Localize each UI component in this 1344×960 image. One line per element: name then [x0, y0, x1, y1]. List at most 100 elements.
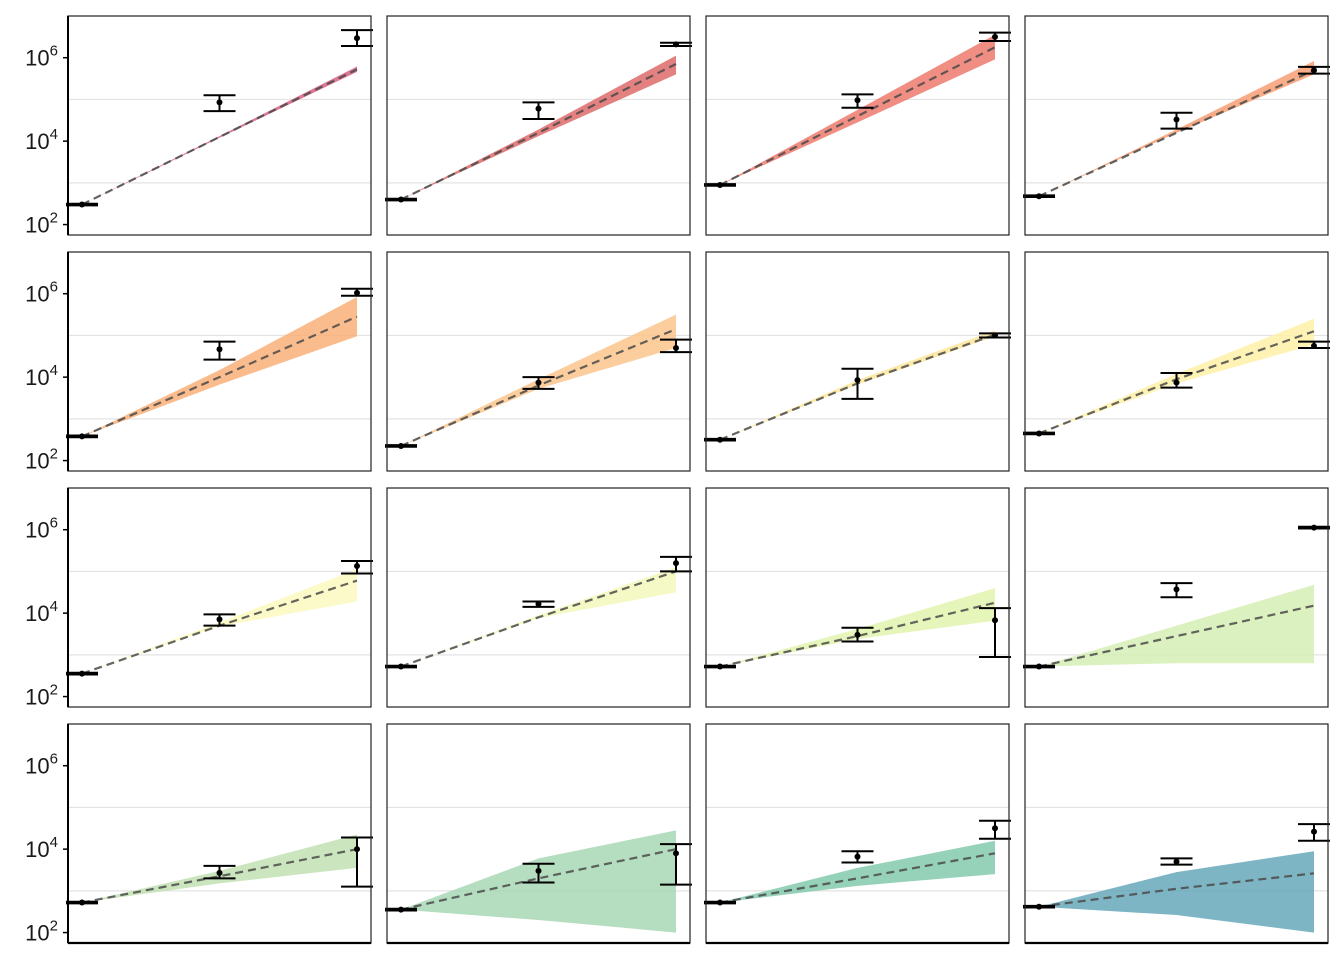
- error-bar: [841, 93, 874, 109]
- confidence-band: [720, 34, 995, 185]
- error-bar: [1023, 903, 1055, 910]
- panel-border: [1024, 487, 1329, 708]
- panel-9: 102 104 106: [25, 487, 373, 710]
- data-point: [1036, 193, 1042, 200]
- error-bar: [660, 555, 692, 573]
- data-point: [535, 105, 542, 112]
- data-point: [673, 850, 679, 857]
- data-point: [354, 289, 360, 296]
- panel-border: [705, 251, 1010, 472]
- error-bar: [522, 376, 555, 390]
- data-point: [717, 181, 723, 188]
- y-tick-label: 104: [25, 126, 58, 154]
- error-bar: [1160, 111, 1193, 130]
- y-tick-label: 102: [25, 682, 58, 710]
- y-tick-label: 102: [25, 918, 58, 946]
- data-point: [717, 663, 723, 670]
- error-bar: [704, 436, 736, 443]
- panel-14: [385, 723, 692, 945]
- panel-background: [387, 16, 690, 235]
- panel-5: 102 104 106: [25, 251, 373, 474]
- y-tick-label: 106: [25, 43, 58, 71]
- data-point: [216, 869, 223, 876]
- panel-border: [386, 251, 691, 472]
- panel-8: [1023, 251, 1330, 472]
- y-tick-label: 104: [25, 362, 58, 390]
- data-point: [535, 867, 542, 874]
- error-bar: [660, 843, 692, 886]
- error-bar: [979, 819, 1011, 840]
- data-point: [854, 377, 861, 384]
- fit-line: [81, 315, 358, 438]
- data-point: [992, 33, 998, 40]
- data-point: [354, 563, 360, 570]
- fit-line: [719, 601, 996, 668]
- panel-border: [386, 487, 691, 708]
- fit-line: [400, 848, 677, 911]
- error-bar: [1298, 340, 1330, 349]
- y-tick-label: 104: [25, 834, 58, 862]
- panel-background: [1025, 252, 1328, 471]
- confidence-band: [720, 330, 995, 440]
- error-bar: [841, 850, 874, 864]
- panel-1: 102 104 106: [25, 15, 373, 238]
- data-point: [992, 617, 998, 624]
- data-point: [1311, 342, 1317, 349]
- data-point: [673, 41, 679, 48]
- data-point: [354, 35, 360, 42]
- data-point: [398, 442, 404, 449]
- error-bar: [66, 899, 98, 906]
- data-point: [535, 600, 542, 607]
- panel-background: [387, 252, 690, 471]
- error-bar: [1160, 371, 1193, 389]
- data-point: [79, 201, 85, 208]
- data-point: [79, 433, 85, 440]
- error-bar: [660, 41, 692, 48]
- panel-border: [386, 15, 691, 236]
- panel-12: [1023, 487, 1330, 708]
- y-tick-label: 102: [25, 446, 58, 474]
- error-bar: [66, 670, 98, 677]
- confidence-band: [1039, 584, 1314, 667]
- panel-3: [704, 15, 1011, 236]
- confidence-band: [82, 834, 357, 903]
- panel-background: [68, 252, 371, 471]
- error-bar: [979, 332, 1011, 339]
- panel-4: [1023, 15, 1330, 236]
- data-point: [398, 196, 404, 203]
- fit-line: [719, 852, 996, 904]
- y-tick-label: 106: [25, 279, 58, 307]
- data-point: [854, 631, 861, 638]
- data-point: [1036, 663, 1042, 670]
- data-point: [992, 332, 998, 339]
- error-bar: [341, 836, 373, 888]
- error-bar: [1298, 823, 1330, 842]
- panel-border: [1024, 251, 1329, 472]
- confidence-band: [1039, 851, 1314, 933]
- y-tick-label: 102: [25, 210, 58, 238]
- panel-background: [68, 16, 371, 235]
- y-tick-label: 106: [25, 751, 58, 779]
- data-point: [354, 846, 360, 853]
- error-bar: [979, 31, 1011, 43]
- data-point: [717, 899, 723, 906]
- confidence-band: [720, 588, 995, 667]
- error-bar: [704, 181, 736, 188]
- panel-11: [704, 487, 1011, 708]
- fit-line: [1038, 604, 1315, 668]
- error-bar: [522, 862, 555, 884]
- data-point: [1311, 828, 1317, 835]
- error-bar: [1298, 65, 1330, 75]
- panel-16: [1023, 723, 1330, 945]
- error-bar: [203, 94, 236, 113]
- data-point: [673, 560, 679, 567]
- panel-2: [385, 15, 692, 236]
- error-bar: [341, 287, 373, 297]
- error-bar: [1298, 524, 1330, 531]
- error-bar: [385, 906, 417, 913]
- panel-7: [704, 251, 1011, 472]
- confidence-band: [720, 840, 995, 903]
- data-point: [1173, 586, 1180, 593]
- error-bar: [1160, 857, 1193, 866]
- y-tick-label: 106: [25, 515, 58, 543]
